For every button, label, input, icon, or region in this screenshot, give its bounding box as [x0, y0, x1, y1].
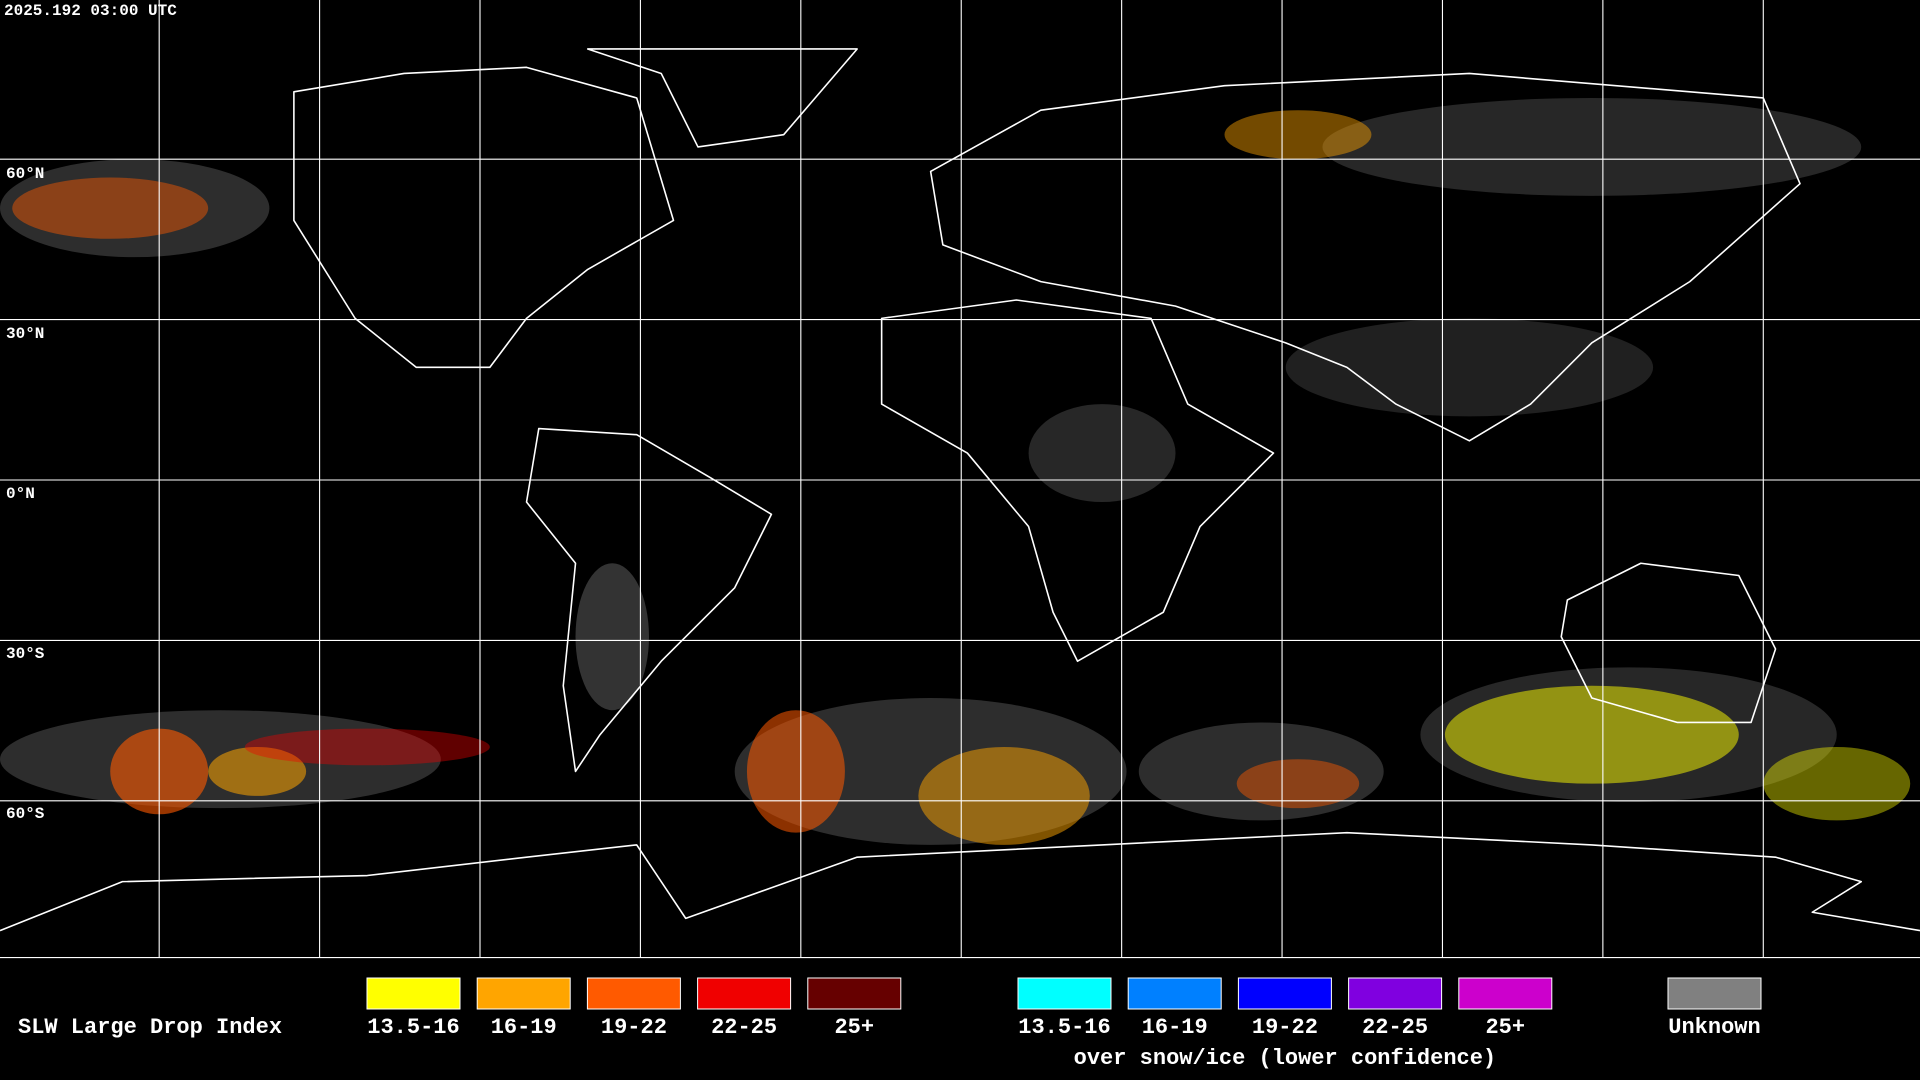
latitude-label: 30°S — [6, 645, 45, 663]
legend-label: 16-19 — [1142, 1015, 1208, 1040]
legend-swatch — [366, 977, 461, 1010]
timestamp: 2025.192 03:00 UTC — [4, 2, 177, 20]
legend-label: 13.5-16 — [367, 1015, 459, 1040]
legend-swatch — [697, 977, 792, 1010]
legend-label: 25+ — [1485, 1015, 1525, 1040]
legend-swatch — [1458, 977, 1553, 1010]
legend-swatch — [476, 977, 571, 1010]
legend-title: SLW Large Drop Index — [18, 1015, 282, 1040]
latitude-label: 0°N — [6, 485, 35, 503]
legend-label: 16-19 — [491, 1015, 557, 1040]
coastlines — [0, 48, 1920, 932]
legend-label: 19-22 — [601, 1015, 667, 1040]
graticule — [0, 0, 1920, 959]
latitude-label: 60°N — [6, 165, 44, 183]
legend-swatch — [1127, 977, 1222, 1010]
legend-swatch — [586, 977, 681, 1010]
legend-swatch — [1017, 977, 1112, 1010]
latitude-label: 60°S — [6, 805, 45, 823]
map-layer — [0, 0, 1920, 959]
legend-swatch — [1667, 977, 1762, 1010]
legend-label: Unknown — [1668, 1015, 1760, 1040]
legend-label: 13.5-16 — [1018, 1015, 1110, 1040]
legend-caption: over snow/ice (lower confidence) — [1074, 1046, 1496, 1071]
legend-swatch — [807, 977, 902, 1010]
legend-label: 22-25 — [1362, 1015, 1428, 1040]
data-field — [0, 97, 1911, 845]
legend-label: 25+ — [834, 1015, 874, 1040]
legend-label: 19-22 — [1252, 1015, 1318, 1040]
legend-swatch — [1348, 977, 1443, 1010]
legend-label: 22-25 — [711, 1015, 777, 1040]
legend-swatch — [1237, 977, 1332, 1010]
latitude-label: 30°N — [6, 325, 44, 343]
